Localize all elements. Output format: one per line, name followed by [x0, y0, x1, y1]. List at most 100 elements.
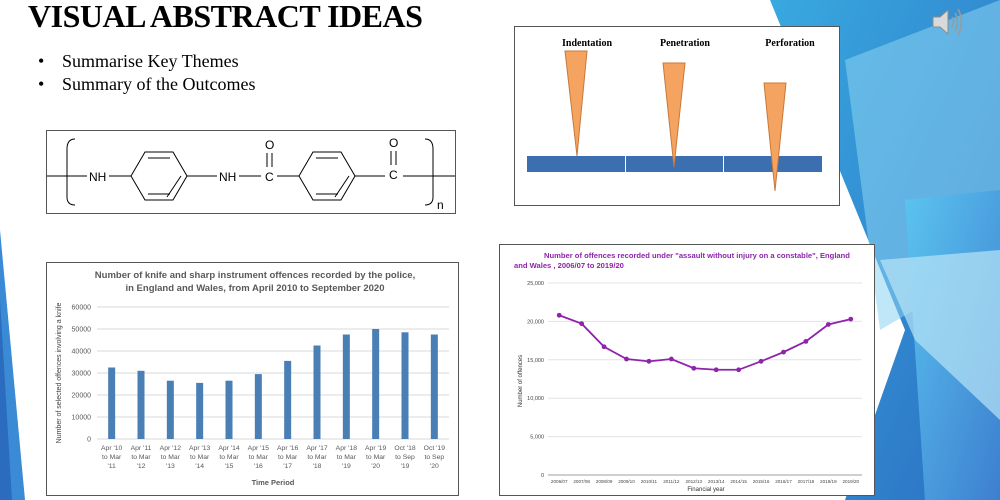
bar — [313, 345, 321, 439]
x-tick-label: Apr '14 — [218, 445, 240, 452]
x-tick-label: to Mar — [219, 454, 239, 461]
indentation-label: Indentation — [562, 38, 612, 49]
x-tick-label: 2008/09 — [596, 479, 613, 484]
x-tick-label: Apr '16 — [277, 445, 299, 452]
x-tick-label: '20 — [430, 463, 439, 470]
x-tick-label: to Mar — [161, 454, 181, 461]
x-tick-label: 2019/20 — [842, 479, 859, 484]
aramid-structure-diagram: NH NH C O C O n — [47, 136, 455, 212]
x-tick-label: '16 — [254, 463, 263, 470]
data-point — [624, 356, 629, 362]
x-tick-label: 2016/17 — [775, 479, 792, 484]
repeat-n-label: n — [437, 198, 444, 212]
y-tick-label: 40000 — [72, 349, 92, 356]
bullet-symbol: • — [38, 74, 45, 94]
x-tick-label: '20 — [371, 463, 380, 470]
x-tick-label: '15 — [225, 463, 234, 470]
bar — [166, 380, 174, 439]
data-point — [848, 316, 854, 322]
bullet-item: • Summarise Key Themes — [38, 50, 255, 73]
slide-title: VISUAL ABSTRACT IDEAS — [28, 0, 423, 34]
x-tick-label: 2009/10 — [618, 479, 635, 484]
perforation-label: Perforation — [765, 38, 815, 49]
bullet-text: Summarise Key Themes — [62, 51, 239, 71]
data-point — [758, 358, 764, 364]
x-tick-label: 2017/18 — [798, 479, 815, 484]
chart-title-line: in England and Wales, from April 2010 to… — [125, 283, 384, 294]
bullet-item: • Summary of the Outcomes — [38, 73, 255, 96]
speaker-icon[interactable] — [931, 7, 965, 37]
bullet-text: Summary of the Outcomes — [62, 74, 256, 94]
data-point — [668, 356, 674, 362]
x-tick-label: '19 — [342, 463, 351, 470]
x-tick-label: '13 — [166, 463, 175, 470]
bar — [196, 382, 204, 439]
penetration-label: Penetration — [660, 38, 710, 49]
assault-offences-line-chart: Number of offences recorded under "assau… — [514, 251, 862, 493]
series-line — [558, 314, 851, 371]
y-tick-label: 30000 — [72, 371, 92, 378]
data-point — [825, 322, 831, 327]
x-tick-label: 2018/19 — [820, 479, 837, 484]
x-tick-label: Apr '10 — [101, 445, 123, 452]
bar — [137, 370, 145, 439]
x-tick-label: to Mar — [366, 454, 386, 461]
data-point — [579, 321, 585, 327]
bar — [108, 367, 116, 439]
y-tick-label: 15,000 — [527, 358, 544, 364]
chemical-structure-panel: NH NH C O C O n — [46, 130, 456, 214]
x-tick-label: to Mar — [307, 454, 327, 461]
x-tick-label: Oct '18 — [394, 445, 416, 452]
y-tick-label: 0 — [87, 437, 91, 444]
x-tick-label: '14 — [195, 463, 204, 470]
chart-title-line: Number of knife and sharp instrument off… — [95, 270, 415, 281]
x-tick-label: 2006/07 — [551, 479, 568, 484]
x-tick-label: '17 — [283, 463, 292, 470]
data-point — [713, 367, 719, 373]
y-tick-label: 5,000 — [530, 435, 544, 441]
plate-segment — [527, 156, 625, 172]
data-point — [691, 365, 697, 371]
oxygen-label: O — [389, 136, 398, 150]
y-axis-label: Number of offences — [518, 355, 524, 407]
data-point — [781, 349, 786, 355]
x-tick-label: 2011/12 — [663, 479, 680, 484]
indentation-diagram-panel: Indentation Penetration Perforation — [514, 26, 840, 206]
y-tick-label: 10,000 — [527, 396, 544, 402]
x-tick-label: '18 — [313, 463, 322, 470]
x-tick-label: 2007/08 — [573, 479, 590, 484]
bullet-symbol: • — [38, 51, 45, 71]
x-tick-label: Oct '19 — [424, 445, 446, 452]
x-tick-label: Apr '19 — [365, 445, 387, 452]
bar — [430, 334, 438, 439]
data-point — [803, 338, 809, 344]
x-tick-label: to Mar — [190, 454, 210, 461]
x-tick-label: 2015/16 — [753, 479, 770, 484]
x-tick-label: 2012/13 — [685, 479, 702, 484]
data-point — [646, 358, 652, 364]
chart-title-line: and Wales , 2006/07 to 2019/20 — [514, 261, 624, 270]
penetrator-needle — [662, 62, 686, 168]
x-tick-label: 2010/11 — [641, 479, 658, 484]
x-tick-label: '11 — [107, 463, 116, 470]
bar — [372, 329, 380, 439]
x-tick-label: Apr '13 — [189, 445, 211, 452]
oxygen-label: O — [265, 138, 274, 152]
y-tick-label: 20000 — [72, 393, 92, 400]
x-tick-label: to Sep — [395, 454, 415, 461]
data-point — [556, 312, 562, 318]
y-tick-label: 60000 — [72, 305, 92, 312]
bar — [401, 332, 409, 439]
bar — [254, 374, 262, 439]
nh-label: NH — [219, 170, 236, 184]
x-axis-label: Time Period — [252, 478, 295, 487]
x-axis-label: Financial year — [687, 487, 724, 493]
x-tick-label: to Mar — [102, 454, 122, 461]
y-axis-label: Number of selected offences involving a … — [56, 303, 63, 444]
y-tick-label: 10000 — [72, 415, 92, 422]
y-tick-label: 20,000 — [527, 319, 544, 325]
carbon-label: C — [389, 168, 398, 182]
data-point — [736, 367, 742, 373]
x-tick-label: 2013/14 — [708, 479, 725, 484]
x-tick-label: Apr '11 — [131, 445, 152, 452]
